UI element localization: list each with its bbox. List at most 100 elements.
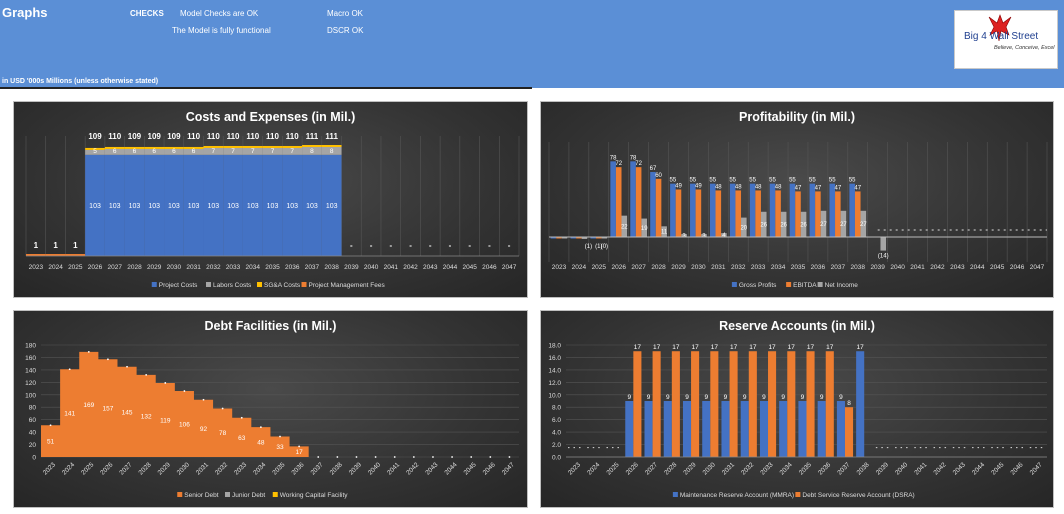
- bar-gross-profits: [789, 183, 796, 237]
- x-tick-label: 2047: [1029, 461, 1044, 476]
- data-label: 103: [207, 203, 219, 210]
- bar-maintenance-reserve-account-mmra-: [721, 401, 730, 457]
- x-tick-label: 2043: [950, 264, 965, 271]
- bar-project-management-fees: [26, 254, 46, 256]
- bar-maintenance-reserve-account-mmra-: [836, 401, 845, 457]
- debt-chart: 0204060801001201401601805120231412024169…: [25, 343, 519, 499]
- bar-debt-service-reserve-account-dsra-: [729, 351, 738, 457]
- x-tick-label: 2036: [285, 264, 300, 271]
- data-label: 6: [113, 148, 117, 155]
- x-tick-label: 2045: [990, 461, 1005, 476]
- bar-gross-profits: [690, 183, 696, 237]
- y-tick-label: 120: [25, 380, 36, 387]
- x-tick-label: 2043: [424, 461, 439, 476]
- x-tick-label: 2038: [851, 264, 866, 271]
- data-label: 63: [238, 435, 246, 442]
- data-label: 6: [133, 148, 137, 155]
- bar-maintenance-reserve-account-mmra-: [702, 401, 711, 457]
- legend-label: SG&A Costs: [264, 282, 301, 289]
- bar-maintenance-reserve-account-mmra-: [740, 401, 749, 457]
- x-tick-label: 2039: [344, 264, 359, 271]
- data-label: 9: [704, 394, 708, 401]
- legend-label: Debt Service Reserve Account (DSRA): [802, 492, 914, 499]
- data-label: 47: [815, 185, 822, 191]
- bar-sg-a-costs: [144, 146, 165, 149]
- data-point: [259, 426, 262, 429]
- data-point: [126, 365, 128, 368]
- bar-maintenance-reserve-account-mmra-: [644, 401, 653, 457]
- data-label: 78: [610, 155, 617, 161]
- data-label: 48: [755, 184, 762, 190]
- x-tick-label: 2024: [572, 264, 587, 271]
- x-tick-label: 2024: [586, 461, 601, 476]
- total-label: 110: [286, 132, 299, 141]
- data-label: 17: [768, 344, 776, 351]
- data-point: [164, 382, 167, 384]
- x-tick-label: 2027: [644, 461, 659, 476]
- data-point: [87, 350, 90, 353]
- data-label: 103: [326, 203, 338, 210]
- x-tick-label: 2029: [671, 264, 686, 271]
- x-tick-label: 2034: [771, 264, 786, 271]
- chart-title: Reserve Accounts (in Mil.): [719, 319, 875, 333]
- data-label: 55: [749, 178, 756, 184]
- x-tick-label: 2023: [29, 264, 44, 271]
- data-label: 103: [168, 203, 180, 210]
- bar-sg-a-costs: [321, 145, 342, 147]
- bar-debt-service-reserve-account-dsra-: [633, 351, 642, 457]
- legend-label: EBITDA: [793, 282, 817, 289]
- data-label: 9: [685, 394, 689, 401]
- x-tick-label: 2035: [271, 461, 286, 476]
- x-tick-label: 2030: [176, 461, 191, 476]
- x-tick-label: 2041: [386, 461, 401, 476]
- data-label: 6: [172, 148, 176, 155]
- x-tick-label: 2044: [443, 461, 458, 476]
- data-label: 7: [231, 148, 235, 155]
- x-tick-label: 2031: [195, 461, 210, 476]
- data-label: 132: [141, 413, 152, 420]
- data-label: 145: [122, 409, 133, 416]
- y-tick-label: 40: [29, 430, 37, 437]
- bar-labors-costs: [203, 147, 224, 155]
- data-label: 4: [722, 233, 726, 239]
- header-band: Graphs CHECKS Model Checks are OK The Mo…: [0, 0, 1064, 88]
- data-label: 67: [650, 166, 657, 172]
- bar-debt-service-reserve-account-dsra-: [748, 351, 757, 457]
- x-tick-label: 2036: [817, 461, 832, 476]
- legend-swatch: [151, 282, 157, 287]
- x-tick-label: 2028: [651, 264, 666, 271]
- data-point: [412, 456, 415, 458]
- bar-maintenance-reserve-account-mmra-: [817, 401, 826, 457]
- data-label: 9: [801, 394, 805, 401]
- bar-debt-service-reserve-account-dsra-: [710, 351, 719, 457]
- bar-net-income: [780, 211, 787, 237]
- bar-gross-profits: [590, 237, 597, 239]
- data-point: [317, 456, 320, 458]
- x-tick-label: 2039: [348, 461, 363, 476]
- x-tick-label: 2036: [290, 461, 305, 476]
- data-label: 17: [749, 344, 757, 351]
- bar-project-management-fees: [65, 254, 86, 256]
- x-tick-label: 2026: [625, 461, 640, 476]
- bar-debt-service-reserve-account-dsra-: [671, 351, 680, 457]
- legend-label: Project Costs: [159, 282, 198, 289]
- bar-net-income: [820, 210, 827, 237]
- bar-labors-costs: [164, 148, 184, 155]
- bar-maintenance-reserve-account-mmra-: [663, 401, 672, 457]
- bar-labors-costs: [223, 147, 243, 155]
- data-label: 78: [219, 430, 227, 437]
- x-tick-label: 2028: [127, 264, 142, 271]
- costs-chart: 1 2023 1 2024 1 2025 103 5 109 2026 103 6 110 2027 103…: [25, 132, 520, 289]
- data-point: [145, 373, 148, 376]
- bar-net-income: [741, 217, 747, 237]
- bar-ebitda: [695, 189, 702, 237]
- bar-maintenance-reserve-account-mmra-: [856, 351, 865, 457]
- x-tick-label: 2032: [214, 461, 229, 476]
- bar-ebitda: [835, 191, 841, 237]
- x-tick-label: 2030: [691, 264, 706, 271]
- bar-ebitda: [675, 189, 682, 237]
- chart-title: Profitability (in Mil.): [739, 110, 855, 124]
- x-tick-label: 2037: [831, 264, 846, 271]
- x-tick-label: 2032: [740, 461, 755, 476]
- bar-sg-a-costs: [242, 145, 263, 148]
